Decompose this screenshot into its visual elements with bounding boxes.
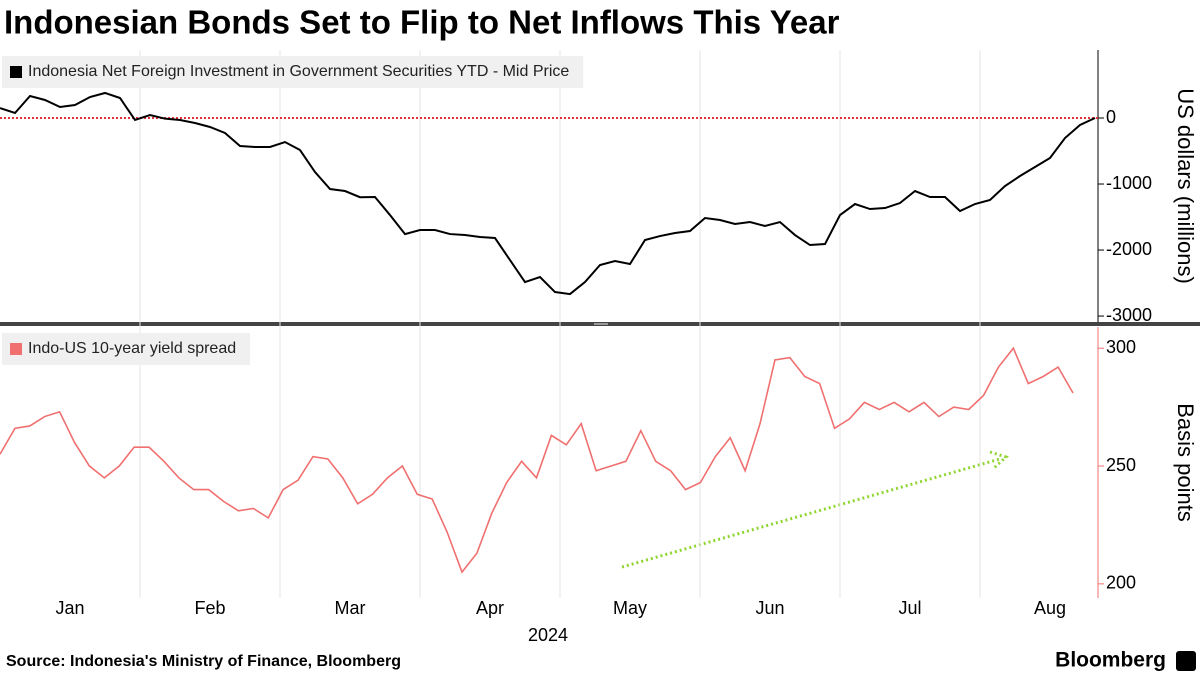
trend-arrow-head: [989, 450, 1009, 470]
y-tick-label: -1000: [1106, 173, 1152, 193]
y-tick-label: 0: [1106, 107, 1116, 127]
chart-title: Indonesian Bonds Set to Flip to Net Infl…: [4, 4, 840, 41]
y-axis-title: US dollars (millions): [1173, 88, 1198, 284]
separator-handle: [594, 323, 608, 325]
y-tick-label: 200: [1106, 573, 1136, 593]
x-tick-label: Mar: [335, 598, 366, 618]
logo: Bloomberg: [1055, 649, 1166, 672]
y-tick-label: 250: [1106, 455, 1136, 475]
legend-swatch: [10, 343, 22, 355]
legend-box: [2, 56, 584, 88]
legend-swatch: [10, 66, 22, 78]
legend-box: [2, 333, 251, 365]
line-series: [0, 346, 1074, 574]
x-tick-label: Jan: [55, 598, 84, 618]
y-tick-label: -2000: [1106, 239, 1152, 259]
x-tick-label: Feb: [194, 598, 225, 618]
y-tick-label: -3000: [1106, 305, 1152, 325]
legend-label: Indo-US 10-year yield spread: [28, 340, 236, 357]
x-tick-label: May: [613, 598, 647, 618]
line-series: [0, 91, 1096, 296]
x-tick-label: Jul: [898, 598, 921, 618]
logo-icon: [1176, 651, 1196, 671]
y-axis-title: Basis points: [1173, 403, 1198, 522]
x-tick-label: Apr: [476, 598, 504, 618]
legend-label: Indonesia Net Foreign Investment in Gove…: [28, 63, 569, 80]
source-note: Source: Indonesia's Ministry of Finance,…: [6, 653, 401, 670]
x-tick-label: Jun: [755, 598, 784, 618]
x-tick-label: Aug: [1034, 598, 1066, 618]
y-tick-label: 300: [1106, 337, 1136, 357]
trend-arrow: [621, 457, 1001, 569]
x-year-label: 2024: [528, 625, 568, 645]
